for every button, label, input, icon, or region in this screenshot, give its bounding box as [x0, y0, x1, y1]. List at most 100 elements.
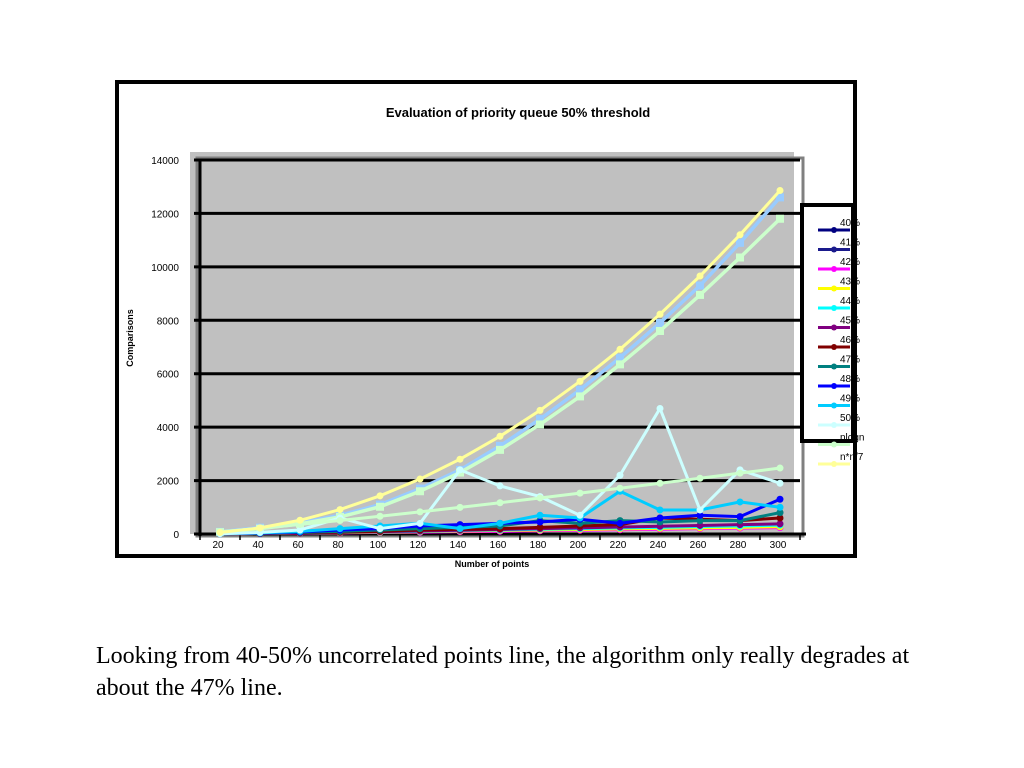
y-tick-label: 8000 [157, 316, 180, 327]
series-trend-point [656, 326, 664, 335]
legend-marker [831, 383, 837, 389]
series-trend-point [416, 487, 424, 496]
x-tick-label: 260 [690, 540, 707, 551]
axes: 0 2000 4000 6000 8000 10000 12000 14000 20 40 60 80… [151, 156, 806, 551]
legend-label: 44% [840, 296, 860, 307]
series-point [696, 517, 704, 525]
series-point [776, 520, 784, 528]
legend-label: 47% [840, 355, 860, 366]
series-point [536, 523, 544, 531]
series-trend-point [776, 193, 784, 202]
series-point [496, 519, 504, 527]
legend-label: nlogn [840, 433, 864, 444]
series-point [456, 455, 464, 463]
series-point [656, 310, 664, 318]
series-point [416, 508, 424, 516]
legend-marker [831, 441, 837, 448]
series-trend-point [616, 353, 624, 362]
series-point [656, 479, 664, 487]
series-trend-point [696, 281, 704, 290]
series-point [696, 521, 704, 529]
x-tick-label: 40 [252, 540, 264, 551]
y-tick-label: 12000 [151, 209, 179, 220]
y-tick-label: 6000 [157, 370, 180, 381]
legend-marker [831, 363, 837, 370]
legend-label: 45% [840, 316, 860, 327]
series-trend-point [576, 385, 584, 394]
x-tick-label: 100 [370, 540, 387, 551]
legend-marker [831, 461, 837, 467]
legend-marker [831, 285, 837, 292]
series-point [456, 466, 464, 474]
series-point [336, 525, 344, 533]
series-trend-point [576, 392, 584, 401]
series-trend-point [776, 214, 784, 223]
legend-label: 46% [840, 335, 860, 346]
y-tick-label: 0 [173, 530, 179, 541]
x-tick-label: 20 [212, 540, 224, 551]
series-point [336, 516, 344, 524]
series-point [696, 474, 704, 482]
y-tick-label: 14000 [151, 156, 179, 167]
legend-label: 40% [840, 218, 860, 229]
legend-marker [831, 422, 837, 428]
x-tick-label: 220 [610, 540, 627, 551]
series-point [416, 475, 424, 483]
series-trend-point [656, 318, 664, 327]
series-trend-point [536, 420, 544, 429]
x-tick-label: 80 [332, 540, 344, 551]
series-point [256, 524, 264, 532]
legend-label: 49% [840, 394, 860, 405]
series-point [296, 516, 304, 524]
x-tick-label: 300 [770, 540, 787, 551]
series-trend-point [616, 360, 624, 369]
x-tick-label: 180 [530, 540, 547, 551]
series-point [536, 494, 544, 502]
caption: Looking from 40-50% uncorrelated points … [96, 643, 910, 701]
series-point [656, 404, 664, 412]
x-tick-label: 60 [292, 540, 304, 551]
series-point [696, 511, 704, 519]
series-point [576, 511, 584, 519]
legend-marker [831, 324, 837, 331]
series-point [536, 518, 544, 526]
y-tick-label: 4000 [157, 423, 180, 434]
legend-marker [831, 402, 837, 409]
series-trend-point [496, 445, 504, 454]
x-tick-label: 140 [450, 540, 467, 551]
series-point [776, 503, 784, 511]
legend-label: 43% [840, 277, 860, 288]
series-point [616, 345, 624, 353]
y-axis-label: Comparisons [125, 309, 135, 367]
series-point [456, 525, 464, 533]
legend-marker [831, 305, 837, 311]
legend-marker [831, 344, 837, 350]
y-tick-label: 2000 [157, 477, 180, 488]
series-point [496, 432, 504, 440]
series-point [376, 492, 384, 500]
grid [194, 158, 800, 483]
series-trend-point [696, 290, 704, 299]
x-tick-label: 240 [650, 540, 667, 551]
legend-marker [831, 266, 837, 272]
x-tick-label: 200 [570, 540, 587, 551]
series-point [656, 514, 664, 522]
series-point [736, 513, 744, 521]
series-point [296, 526, 304, 534]
legend-label: 42% [840, 257, 860, 268]
x-tick-label: 160 [490, 540, 507, 551]
legend-marker [831, 246, 837, 253]
chart: 0 2000 4000 6000 8000 10000 12000 14000 20 40 60 80… [115, 80, 864, 569]
series-point [776, 464, 784, 472]
series-point [776, 509, 784, 517]
chart-title: Evaluation of priority queue 50% thresho… [386, 105, 650, 120]
series-point [696, 272, 704, 280]
series-trend-point [496, 441, 504, 450]
y-tick-label: 10000 [151, 263, 179, 274]
series-point [696, 506, 704, 514]
x-tick-label: 120 [410, 540, 427, 551]
series-point [616, 484, 624, 492]
series [216, 187, 784, 538]
series-point [576, 489, 584, 497]
